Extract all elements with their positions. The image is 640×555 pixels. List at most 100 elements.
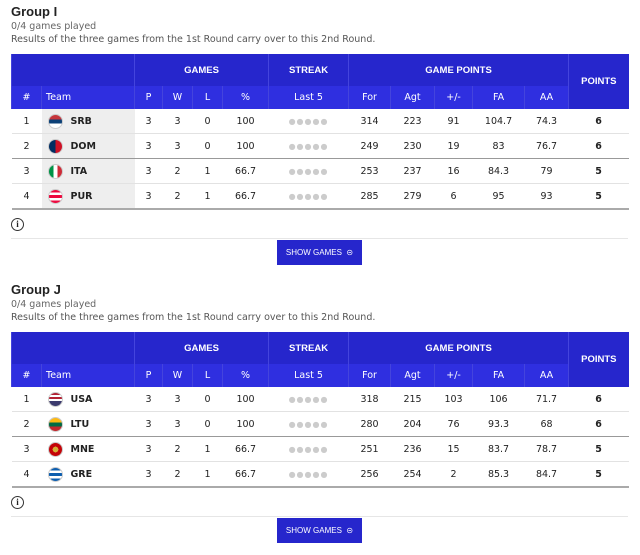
games-played: 0/4 games played: [11, 299, 97, 310]
column-header: %: [221, 86, 269, 109]
stat: 66.7: [222, 183, 269, 210]
stat: 74.3: [524, 109, 569, 134]
points: 6: [568, 109, 629, 134]
stat: 66.7: [222, 436, 269, 462]
stat: 3: [162, 133, 193, 159]
stat: 100: [222, 109, 269, 134]
team-row: 4 PUR 3 2 1 66.7 ●●●●● 285 279 6 95 93 5: [11, 183, 629, 210]
stat: 106: [472, 387, 525, 412]
streak-dots: ●●●●●: [288, 394, 329, 404]
stat: 83.7: [472, 436, 525, 462]
button-label: SHOW GAMES: [285, 248, 342, 257]
stat: 215: [390, 387, 435, 412]
stat: 1: [192, 183, 223, 210]
stat: 0: [192, 387, 223, 412]
team-row: 3 MNE 3 2 1 66.7 ●●●●● 251 236 15 83.7 78.7 5: [11, 436, 629, 462]
stat: 2: [162, 436, 193, 462]
team: PUR: [41, 183, 135, 210]
stat: 0: [192, 411, 223, 437]
column-header: FA: [472, 86, 525, 109]
group: Group I 0/4 games played Results of the th…: [0, 0, 640, 277]
rank: 4: [11, 183, 42, 210]
points: 6: [568, 387, 629, 412]
button-icon: ⊝: [341, 526, 354, 535]
column-header: %: [221, 364, 269, 387]
streak: ●●●●●: [268, 109, 349, 134]
stat: 76.7: [524, 133, 569, 159]
stat: 314: [348, 109, 391, 134]
show-games-button[interactable]: SHOW GAMES ⊝: [277, 240, 362, 265]
stat: 85.3: [472, 461, 525, 488]
info-icon[interactable]: i: [11, 496, 24, 509]
stat: 3: [134, 387, 163, 412]
header-group: [11, 54, 135, 86]
points: 5: [568, 461, 629, 488]
column-header: +/-: [434, 364, 473, 387]
flag: [47, 416, 63, 432]
team-code: SRB: [70, 115, 92, 127]
stat: 3: [134, 158, 163, 184]
stat: 3: [162, 387, 193, 412]
column-header: +/-: [434, 86, 473, 109]
team-code: DOM: [70, 140, 96, 152]
column-header: L: [192, 364, 223, 387]
stat: 204: [390, 411, 435, 437]
stat: 318: [348, 387, 391, 412]
stat: 100: [222, 411, 269, 437]
button-label: SHOW GAMES: [285, 526, 342, 535]
flag: [47, 113, 63, 129]
stat: 3: [134, 133, 163, 159]
group-title: Group J: [11, 282, 61, 297]
stat: 83: [472, 133, 525, 159]
column-header: For: [348, 86, 391, 109]
stat: 15: [434, 436, 473, 462]
flag: [47, 188, 63, 204]
stat: 2: [162, 158, 193, 184]
stat: 3: [134, 109, 163, 134]
rank: 2: [11, 133, 42, 159]
stat: 1: [192, 158, 223, 184]
points: 5: [568, 183, 629, 210]
team: GRE: [41, 461, 135, 488]
show-games-button[interactable]: SHOW GAMES ⊝: [277, 518, 362, 543]
column-header: For: [348, 364, 391, 387]
team: LTU: [41, 411, 135, 437]
stat: 230: [390, 133, 435, 159]
header-group: STREAK: [268, 332, 349, 364]
streak: ●●●●●: [268, 387, 349, 412]
team-code: USA: [70, 393, 93, 405]
group-title: Group I: [11, 4, 58, 19]
rank: 4: [11, 461, 42, 488]
stat: 103: [434, 387, 473, 412]
streak-dots: ●●●●●: [288, 116, 329, 126]
standings-table: GAMES STREAK GAME POINTS POINTS # Team P W L% Las…: [11, 332, 629, 488]
column-header: L: [192, 86, 223, 109]
stat: 3: [162, 411, 193, 437]
rank: 3: [11, 436, 42, 462]
team: MNE: [41, 436, 135, 462]
streak-dots: ●●●●●: [288, 469, 329, 479]
column-header: Team: [41, 364, 135, 387]
stat: 1: [192, 461, 223, 488]
team: USA: [41, 387, 135, 412]
info-icon[interactable]: i: [11, 218, 24, 231]
stat: 0: [192, 109, 223, 134]
streak: ●●●●●: [268, 411, 349, 437]
streak-dots: ●●●●●: [288, 444, 329, 454]
stat: 84.3: [472, 158, 525, 184]
stat: 3: [162, 109, 193, 134]
games-played: 0/4 games played: [11, 21, 97, 32]
stat: 66.7: [222, 461, 269, 488]
stat: 76: [434, 411, 473, 437]
divider: [11, 238, 628, 239]
stat: 100: [222, 133, 269, 159]
streak: ●●●●●: [268, 158, 349, 184]
flag: [47, 466, 63, 482]
flag: [47, 391, 63, 407]
group-note: Results of the three games from the 1st …: [11, 34, 376, 45]
stat: 6: [434, 183, 473, 210]
stat: 254: [390, 461, 435, 488]
team: SRB: [41, 109, 135, 134]
stat: 71.7: [524, 387, 569, 412]
